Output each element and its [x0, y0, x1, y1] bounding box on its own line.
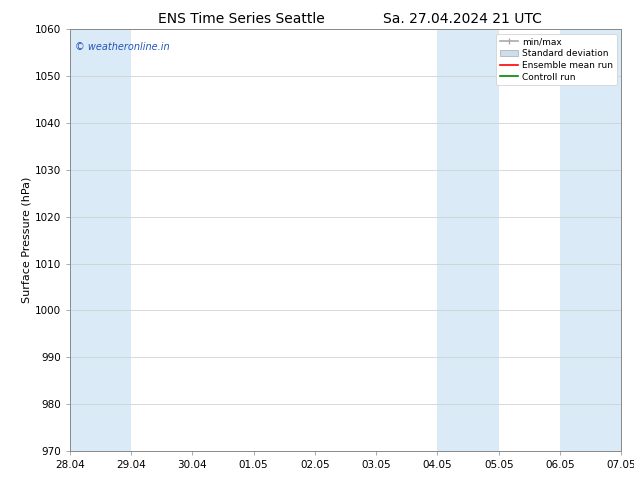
Text: Sa. 27.04.2024 21 UTC: Sa. 27.04.2024 21 UTC	[384, 12, 542, 26]
Bar	[437, 29, 499, 451]
Y-axis label: Surface Pressure (hPa): Surface Pressure (hPa)	[22, 177, 32, 303]
Text: ENS Time Series Seattle: ENS Time Series Seattle	[157, 12, 325, 26]
Bar	[70, 29, 131, 451]
Text: © weatheronline.in: © weatheronline.in	[75, 42, 170, 52]
Bar	[560, 29, 621, 451]
Legend: min/max, Standard deviation, Ensemble mean run, Controll run: min/max, Standard deviation, Ensemble me…	[496, 34, 617, 85]
